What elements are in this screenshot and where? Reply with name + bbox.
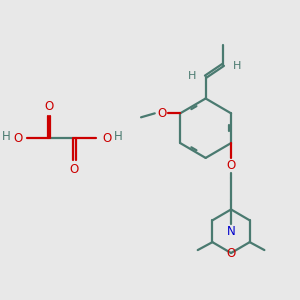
Text: H: H bbox=[233, 61, 241, 71]
Text: O: O bbox=[157, 107, 166, 120]
Text: O: O bbox=[13, 132, 22, 145]
Text: O: O bbox=[70, 163, 79, 176]
Text: O: O bbox=[102, 132, 111, 145]
Text: H: H bbox=[188, 71, 196, 81]
Text: N: N bbox=[227, 225, 236, 238]
Text: H: H bbox=[114, 130, 123, 142]
Text: O: O bbox=[44, 100, 54, 113]
Text: O: O bbox=[226, 247, 236, 260]
Text: O: O bbox=[226, 159, 236, 172]
Text: H: H bbox=[2, 130, 10, 142]
